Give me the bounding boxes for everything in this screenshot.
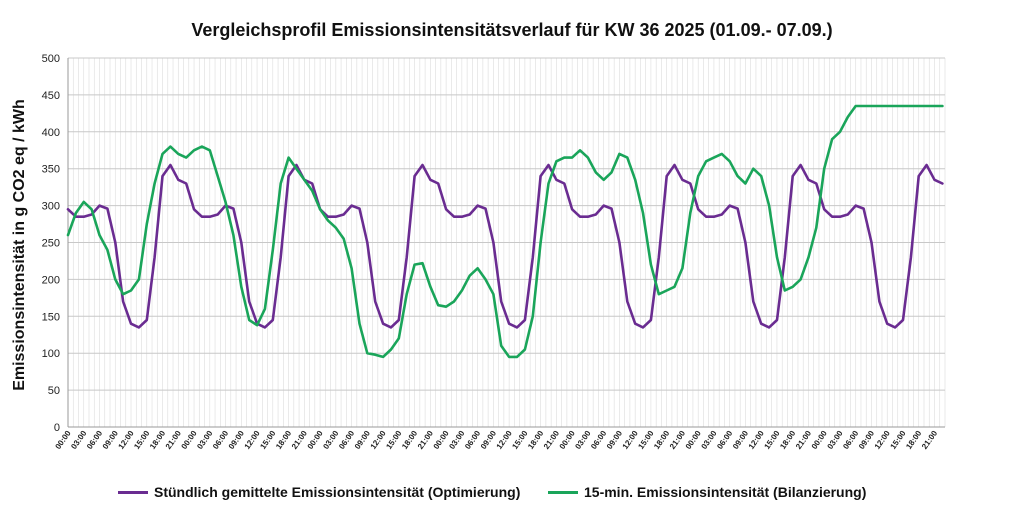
x-tick-label: 03:00 [447, 429, 466, 451]
x-tick-label: 03:00 [825, 429, 844, 451]
x-tick-label: 21:00 [794, 429, 813, 451]
x-tick-label: 18:00 [778, 429, 797, 451]
x-tick-label: 18:00 [274, 429, 293, 451]
x-tick-label: 15:00 [384, 429, 403, 451]
legend-swatch-15min [548, 490, 578, 494]
x-tick-label: 03:00 [195, 429, 214, 451]
x-tick-label: 15:00 [258, 429, 277, 451]
x-tick-label: 21:00 [164, 429, 183, 451]
y-tick-label: 500 [42, 53, 60, 65]
x-tick-label: 09:00 [605, 429, 624, 451]
x-tick-label: 21:00 [542, 429, 561, 451]
x-tick-label: 12:00 [873, 429, 892, 451]
x-tick-label: 21:00 [668, 429, 687, 451]
x-tick-label: 06:00 [841, 429, 860, 451]
legend-item-hourly: Stündlich gemittelte Emissionsintensität… [118, 484, 520, 500]
x-tick-label: 12:00 [369, 429, 388, 451]
x-tick-label: 03:00 [69, 429, 88, 451]
y-tick-label: 50 [48, 385, 60, 397]
y-tick-label: 300 [42, 201, 60, 213]
x-axis-ticks: 00:0003:0006:0009:0012:0015:0018:0021:00… [54, 429, 940, 451]
x-tick-label: 09:00 [857, 429, 876, 451]
x-tick-label: 00:00 [306, 429, 325, 451]
x-tick-label: 15:00 [762, 429, 781, 451]
y-tick-label: 100 [42, 348, 60, 360]
x-tick-label: 18:00 [400, 429, 419, 451]
x-tick-label: 15:00 [636, 429, 655, 451]
y-tick-label: 0 [54, 422, 60, 434]
x-tick-label: 03:00 [573, 429, 592, 451]
x-tick-label: 18:00 [904, 429, 923, 451]
legend-label-15min: 15-min. Emissionsintensität (Bilanzierun… [584, 484, 867, 500]
x-tick-label: 21:00 [920, 429, 939, 451]
x-tick-label: 12:00 [495, 429, 514, 451]
x-tick-label: 03:00 [699, 429, 718, 451]
x-tick-label: 09:00 [101, 429, 120, 451]
x-tick-label: 18:00 [526, 429, 545, 451]
x-tick-label: 15:00 [132, 429, 151, 451]
x-tick-label: 18:00 [652, 429, 671, 451]
x-tick-label: 15:00 [889, 429, 908, 451]
series-line-0 [66, 163, 944, 329]
x-tick-label: 00:00 [180, 429, 199, 451]
x-tick-label: 00:00 [558, 429, 577, 451]
x-tick-label: 21:00 [290, 429, 309, 451]
legend-label-hourly: Stündlich gemittelte Emissionsintensität… [154, 484, 521, 500]
x-tick-label: 12:00 [747, 429, 766, 451]
x-tick-label: 00:00 [810, 429, 829, 451]
y-tick-label: 250 [42, 238, 60, 250]
x-tick-label: 06:00 [715, 429, 734, 451]
x-tick-label: 12:00 [621, 429, 640, 451]
x-tick-label: 06:00 [85, 429, 104, 451]
legend-swatch-hourly [118, 490, 148, 494]
x-tick-label: 21:00 [416, 429, 435, 451]
y-tick-label: 200 [42, 274, 60, 286]
legend-item-15min: 15-min. Emissionsintensität (Bilanzierun… [548, 484, 866, 500]
series-lines [66, 104, 944, 359]
x-tick-label: 09:00 [353, 429, 372, 451]
x-tick-label: 18:00 [148, 429, 167, 451]
x-tick-label: 03:00 [321, 429, 340, 451]
x-tick-label: 15:00 [510, 429, 529, 451]
x-tick-label: 06:00 [463, 429, 482, 451]
y-tick-label: 400 [42, 127, 60, 139]
x-tick-label: 09:00 [731, 429, 750, 451]
y-tick-label: 350 [42, 164, 60, 176]
x-tick-label: 00:00 [432, 429, 451, 451]
x-tick-label: 12:00 [117, 429, 136, 451]
x-tick-label: 06:00 [337, 429, 356, 451]
x-tick-label: 09:00 [227, 429, 246, 451]
series-line-1 [66, 104, 944, 359]
x-tick-label: 12:00 [243, 429, 262, 451]
x-tick-label: 09:00 [479, 429, 498, 451]
y-axis-ticks: 0 50 100 150 200 250 300 350 400 450 500 [42, 53, 60, 434]
y-tick-label: 450 [42, 90, 60, 102]
y-tick-label: 150 [42, 311, 60, 323]
legend: Stündlich gemittelte Emissionsintensität… [0, 484, 1024, 508]
x-tick-label: 00:00 [684, 429, 703, 451]
x-tick-label: 06:00 [589, 429, 608, 451]
chart-title: Vergleichsprofil Emissionsintensitätsver… [191, 20, 833, 40]
x-tick-label: 06:00 [211, 429, 230, 451]
